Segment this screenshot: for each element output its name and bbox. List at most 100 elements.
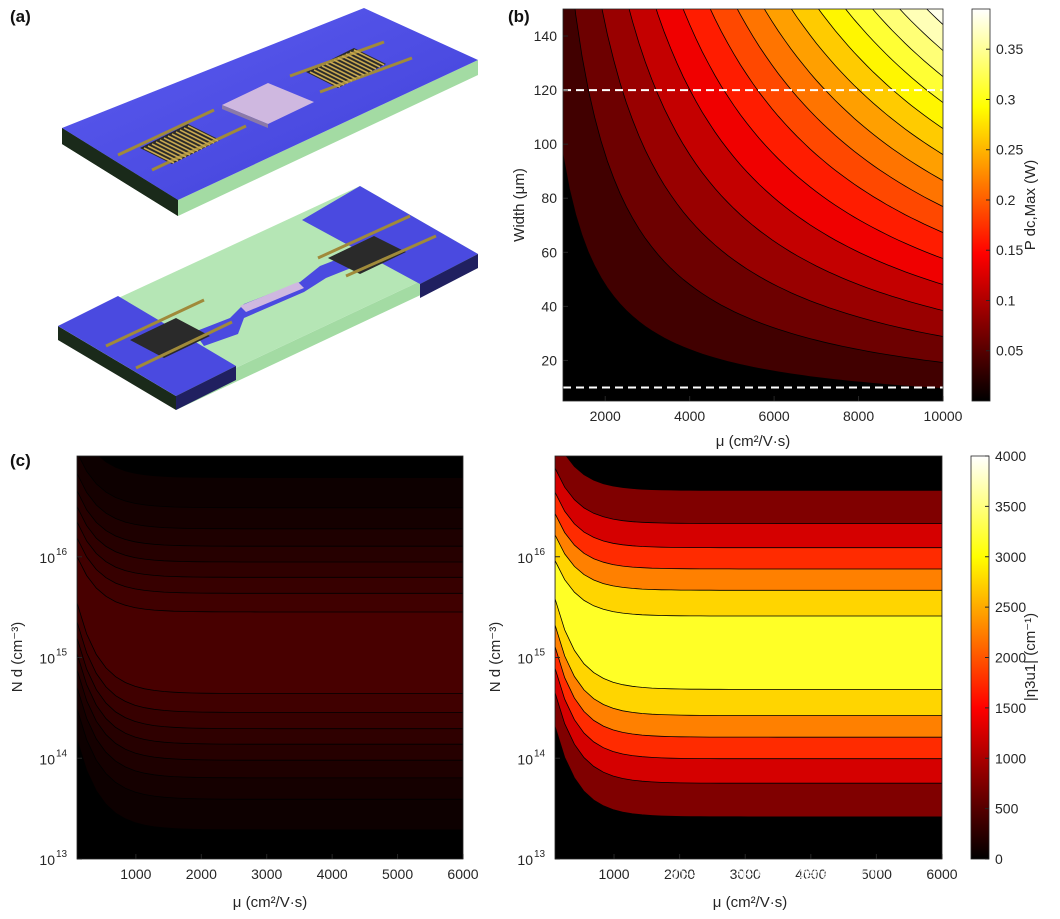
chart-b: 2000 4000 6000 8000 10000 20 40 60 80 100 120 140 μ… bbox=[511, 8, 1039, 450]
idt-finger bbox=[317, 67, 349, 84]
x-tick-label: 4000 bbox=[317, 866, 348, 882]
idt-finger bbox=[337, 57, 369, 74]
colorbar-tick-label: 0.05 bbox=[996, 343, 1023, 359]
y-tick-label: 10 bbox=[517, 550, 533, 566]
y-tick-label: 10 bbox=[517, 651, 533, 667]
idt-finger bbox=[163, 137, 195, 154]
contour-line bbox=[790, 9, 943, 155]
colorbar-tick-label: 2500 bbox=[995, 599, 1026, 615]
y-tick-label: 140 bbox=[534, 28, 558, 44]
y-tick-exponent: 13 bbox=[56, 849, 68, 860]
x-tick-label: 4000 bbox=[674, 408, 705, 424]
y-tick-exponent: 13 bbox=[534, 849, 546, 860]
idt-finger bbox=[183, 127, 215, 144]
chart-b-frame bbox=[562, 8, 944, 402]
y-tick-label: 10 bbox=[39, 852, 55, 868]
device-illustration-patterned bbox=[58, 186, 478, 410]
idt-finger bbox=[341, 55, 373, 72]
chart-c-colorbar-label: |η3u1| (cm⁻¹) bbox=[1022, 613, 1039, 701]
idt-finger bbox=[313, 69, 345, 86]
x-tick-label: 6000 bbox=[447, 866, 478, 882]
idt-finger bbox=[179, 129, 211, 146]
idt-finger bbox=[329, 61, 361, 78]
colorbar-tick-label: 0.1 bbox=[996, 292, 1016, 308]
contour-line bbox=[601, 9, 943, 337]
device-illustration-unpatterned bbox=[62, 8, 478, 216]
idt-finger bbox=[353, 49, 385, 66]
contour-line bbox=[709, 9, 943, 233]
x-tick-label: 1000 bbox=[120, 866, 151, 882]
idt-transducer-bottom-left bbox=[105, 298, 233, 370]
colorbar-tick-label: 0.15 bbox=[996, 242, 1023, 258]
idt-finger bbox=[333, 59, 365, 76]
y-tick-label: 120 bbox=[534, 82, 558, 98]
x-tick-label: 8000 bbox=[843, 408, 874, 424]
x-tick-label: 4000 bbox=[795, 866, 826, 882]
y-tick-exponent: 14 bbox=[534, 748, 546, 759]
colorbar-tick-label: 1000 bbox=[995, 750, 1026, 766]
x-tick-label: 5000 bbox=[382, 866, 413, 882]
idt-finger bbox=[143, 147, 175, 164]
x-tick-label: 6000 bbox=[926, 866, 957, 882]
idt-finger bbox=[159, 139, 191, 156]
chart-c-right-ylabel: N d (cm⁻³) bbox=[487, 622, 504, 692]
y-tick-label: 80 bbox=[541, 190, 557, 206]
chart-c-left-xlabel: μ (cm²/V·s) bbox=[233, 894, 307, 911]
idt-finger bbox=[349, 51, 381, 68]
panel-label-c: (c) bbox=[10, 451, 31, 470]
colorbar-tick-label: 500 bbox=[995, 801, 1019, 817]
y-tick-label: 60 bbox=[541, 244, 557, 260]
x-tick-label: 3000 bbox=[251, 866, 282, 882]
colorbar-tick-label: 0 bbox=[995, 851, 1003, 867]
x-tick-label: 6000 bbox=[759, 408, 790, 424]
contour-line bbox=[845, 9, 943, 103]
contour-band bbox=[77, 556, 463, 694]
colorbar-tick-label: 0.25 bbox=[996, 142, 1023, 158]
y-tick-exponent: 16 bbox=[56, 547, 68, 558]
idt-transducer-left bbox=[117, 108, 247, 172]
chart-b-xlabel: μ (cm²/V·s) bbox=[716, 433, 790, 450]
contour-line bbox=[574, 9, 943, 363]
y-tick-exponent: 14 bbox=[56, 748, 68, 759]
contour-line bbox=[763, 9, 943, 181]
idt-finger bbox=[345, 53, 377, 70]
idt-finger bbox=[167, 135, 199, 152]
colorbar-tick-label: 2000 bbox=[995, 650, 1026, 666]
idt-finger bbox=[309, 71, 341, 88]
idt-finger bbox=[171, 133, 203, 150]
chart-c-right-xlabel: μ (cm²/V·s) bbox=[713, 894, 787, 911]
chart-b-colorbar bbox=[971, 8, 991, 402]
idt-finger bbox=[151, 143, 183, 160]
idt-transducer-right bbox=[289, 40, 413, 94]
y-tick-label: 10 bbox=[517, 751, 533, 767]
idt-finger bbox=[187, 125, 219, 142]
contour-band bbox=[899, 9, 943, 51]
x-tick-label: 1000 bbox=[598, 866, 629, 882]
y-tick-label: 10 bbox=[39, 751, 55, 767]
x-tick-label: 2000 bbox=[186, 866, 217, 882]
idt-finger bbox=[175, 131, 207, 148]
colorbar-tick-label: 0.3 bbox=[996, 91, 1016, 107]
y-tick-label: 10 bbox=[39, 550, 55, 566]
contour-band bbox=[555, 560, 942, 690]
x-tick-label: 2000 bbox=[664, 866, 695, 882]
contour-line bbox=[736, 9, 943, 207]
colorbar-tick-label: 4000 bbox=[995, 448, 1026, 464]
colorbar-tick-label: 3000 bbox=[995, 549, 1026, 565]
x-tick-label: 3000 bbox=[730, 866, 761, 882]
y-tick-label: 10 bbox=[517, 852, 533, 868]
x-tick-label: 2000 bbox=[590, 408, 621, 424]
y-tick-label: 20 bbox=[541, 352, 557, 368]
idt-finger bbox=[325, 63, 357, 80]
y-tick-label: 40 bbox=[541, 298, 557, 314]
colorbar-tick-label: 0.2 bbox=[996, 192, 1016, 208]
idt-finger bbox=[321, 65, 353, 82]
colorbar-tick-label: 1500 bbox=[995, 700, 1026, 716]
idt-finger bbox=[147, 145, 179, 162]
y-tick-exponent: 15 bbox=[534, 648, 546, 659]
chart-b-ylabel: Width (μm) bbox=[511, 168, 528, 242]
y-tick-exponent: 16 bbox=[534, 547, 546, 558]
